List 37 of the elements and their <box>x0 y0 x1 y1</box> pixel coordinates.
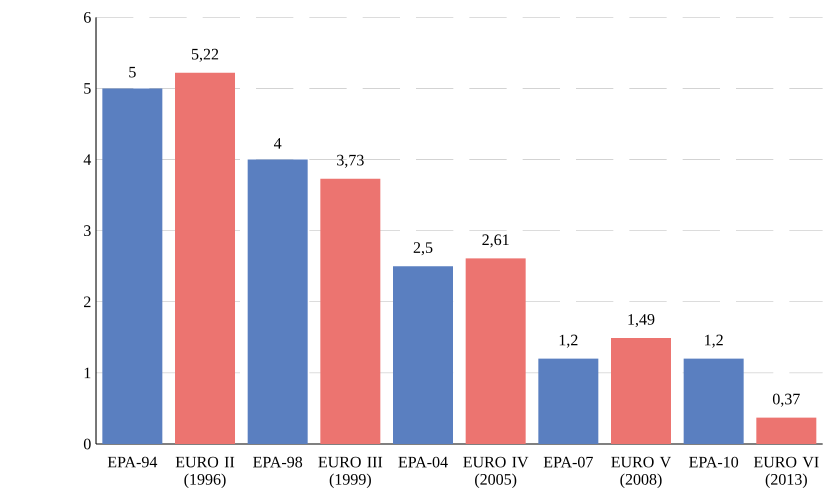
x-tick-label: EPA-94 <box>108 456 158 468</box>
x-tick-label: EURO II (1996) <box>176 456 234 488</box>
y-tick-label: 1 <box>84 368 90 378</box>
bar <box>466 258 526 444</box>
bar <box>756 418 816 444</box>
data-label: 1,2 <box>705 334 723 348</box>
bar <box>320 178 380 444</box>
data-label: 5 <box>129 66 136 78</box>
bar <box>611 338 671 444</box>
data-label: 1,49 <box>628 314 654 328</box>
data-label: 0,37 <box>772 394 800 407</box>
y-tick-label: 5 <box>84 83 91 94</box>
y-tick-label: 6 <box>84 12 91 23</box>
data-label: 2,5 <box>414 242 432 256</box>
bar <box>102 88 162 444</box>
x-tick-label: EURO IV (2005) <box>463 456 528 488</box>
bar <box>248 160 308 444</box>
y-tick-label: 2 <box>84 296 90 308</box>
x-tick-label: EPA-10 <box>689 456 738 468</box>
x-tick-label: EPA-04 <box>398 456 448 468</box>
bar <box>684 358 744 444</box>
data-label: 5,22 <box>192 48 218 62</box>
data-label: 1,2 <box>560 334 578 348</box>
x-tick-label: EURO V (2008) <box>611 456 672 488</box>
bar <box>175 72 236 444</box>
x-tick-label: EURO VI (2013) <box>754 456 819 488</box>
y-tick-label: 3 <box>84 225 91 236</box>
y-tick-label: 0 <box>84 438 91 450</box>
bar <box>393 266 453 444</box>
data-label: 4 <box>274 138 282 149</box>
x-tick-label: EURO III (1999) <box>318 456 382 488</box>
data-label: 2,61 <box>482 234 509 248</box>
bar <box>538 358 598 444</box>
x-tick-label: EPA-07 <box>544 456 593 468</box>
x-tick-label: EPA-98 <box>253 456 302 468</box>
y-tick-label: 4 <box>84 154 92 165</box>
data-label: 3,73 <box>337 154 364 168</box>
